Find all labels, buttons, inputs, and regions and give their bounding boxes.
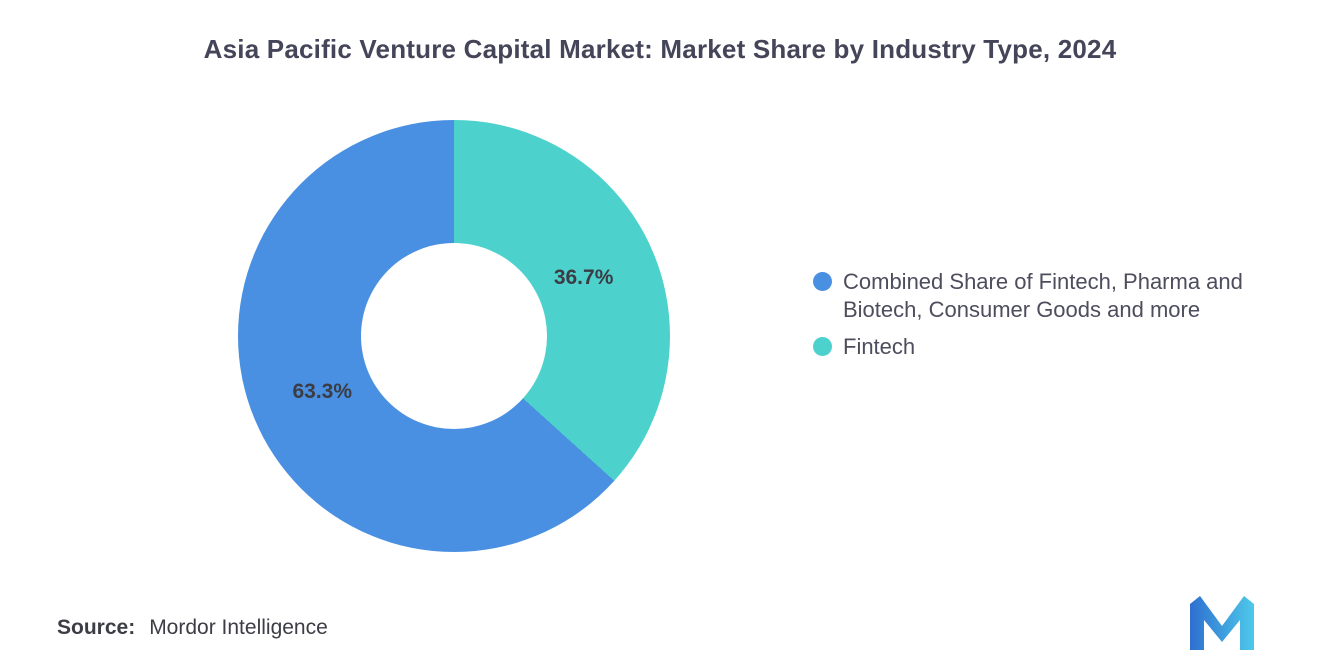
legend-bullet-combined-icon xyxy=(813,272,832,291)
slice-value-label-fintech: 36.7% xyxy=(553,265,614,289)
source-note: Source: Mordor Intelligence xyxy=(57,616,328,640)
logo-m-icon xyxy=(1190,596,1254,650)
chart-title: Asia Pacific Venture Capital Market: Mar… xyxy=(203,34,1117,64)
legend-label-combined: Combined Share of Fintech, Pharma and Bi… xyxy=(843,269,1243,322)
legend-label-fintech: Fintech xyxy=(843,334,916,359)
source-value: Mordor Intelligence xyxy=(149,616,328,639)
slice-value-label-combined: 63.3% xyxy=(292,380,353,404)
source-label: Source: xyxy=(57,616,136,639)
legend-bullet-fintech-icon xyxy=(813,337,832,356)
legend-item-combined: Combined Share of Fintech, Pharma and Bi… xyxy=(813,268,1261,324)
donut-hole xyxy=(361,243,547,429)
donut-chart: 63.3% 36.7% xyxy=(238,120,670,552)
chart-legend: Combined Share of Fintech, Pharma and Bi… xyxy=(813,268,1261,361)
legend-item-fintech: Fintech xyxy=(813,333,1261,361)
mordor-intelligence-logo xyxy=(1190,592,1254,650)
